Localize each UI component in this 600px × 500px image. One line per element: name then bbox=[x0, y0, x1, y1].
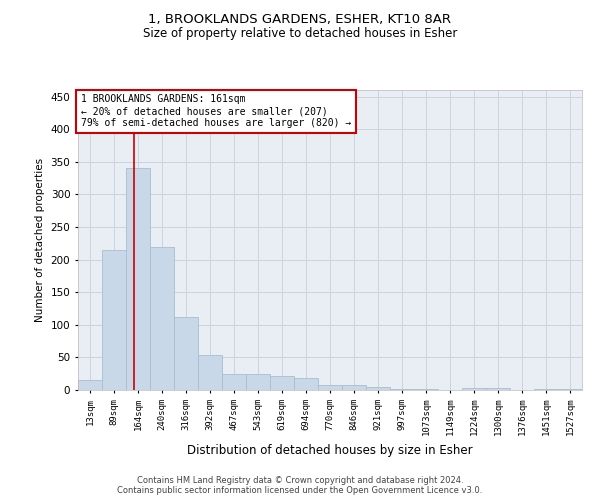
Bar bbox=[270, 376, 294, 390]
Bar bbox=[558, 388, 582, 390]
Bar bbox=[198, 356, 222, 390]
Bar bbox=[78, 380, 102, 390]
Text: 1, BROOKLANDS GARDENS, ESHER, KT10 8AR: 1, BROOKLANDS GARDENS, ESHER, KT10 8AR bbox=[149, 12, 452, 26]
Bar bbox=[366, 386, 390, 390]
Bar bbox=[342, 386, 366, 390]
Text: 1 BROOKLANDS GARDENS: 161sqm
← 20% of detached houses are smaller (207)
79% of s: 1 BROOKLANDS GARDENS: 161sqm ← 20% of de… bbox=[80, 94, 351, 128]
Text: Contains HM Land Registry data © Crown copyright and database right 2024.
Contai: Contains HM Land Registry data © Crown c… bbox=[118, 476, 482, 495]
Bar bbox=[126, 168, 150, 390]
Bar bbox=[414, 388, 438, 390]
Bar bbox=[150, 246, 174, 390]
Bar bbox=[390, 388, 414, 390]
Text: Size of property relative to detached houses in Esher: Size of property relative to detached ho… bbox=[143, 28, 457, 40]
Bar bbox=[462, 388, 486, 390]
Bar bbox=[222, 374, 246, 390]
Bar bbox=[246, 374, 270, 390]
Bar bbox=[318, 385, 342, 390]
Bar bbox=[534, 388, 558, 390]
Y-axis label: Number of detached properties: Number of detached properties bbox=[35, 158, 45, 322]
X-axis label: Distribution of detached houses by size in Esher: Distribution of detached houses by size … bbox=[187, 444, 473, 456]
Bar bbox=[102, 250, 126, 390]
Bar bbox=[294, 378, 318, 390]
Bar bbox=[486, 388, 510, 390]
Bar bbox=[174, 317, 198, 390]
